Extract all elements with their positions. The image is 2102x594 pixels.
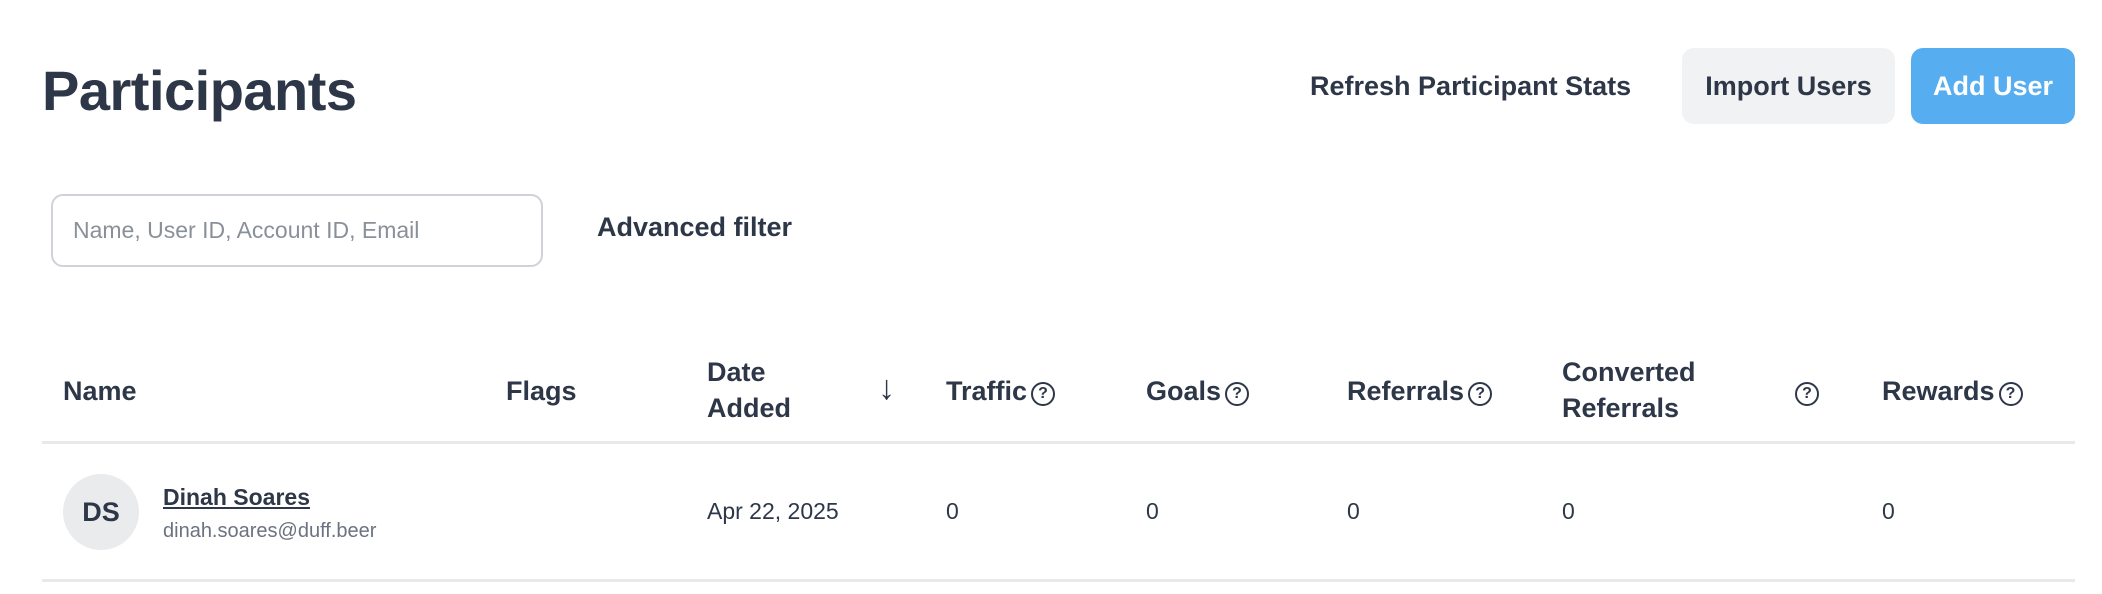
- add-user-button[interactable]: Add User: [1911, 48, 2075, 124]
- help-icon[interactable]: ?: [1795, 382, 1819, 406]
- rewards-label: Rewards: [1882, 376, 1995, 406]
- help-icon[interactable]: ?: [1468, 382, 1493, 406]
- column-header-converted-referrals[interactable]: Converted Referrals: [1562, 354, 1696, 426]
- rewards-cell: 0: [1882, 498, 1895, 524]
- column-header-goals[interactable]: Goals?: [1146, 373, 1250, 409]
- date-added-cell: Apr 22, 2025: [707, 498, 839, 524]
- converted-referrals-cell: 0: [1562, 498, 1575, 524]
- sort-descending-icon[interactable]: ↓: [878, 369, 895, 407]
- help-icon[interactable]: ?: [1031, 382, 1056, 406]
- column-header-referrals[interactable]: Referrals?: [1347, 373, 1493, 409]
- converted-line2: Referrals: [1562, 393, 1680, 423]
- header-divider: [42, 441, 2075, 444]
- page-title: Participants: [42, 59, 357, 122]
- column-header-traffic[interactable]: Traffic?: [946, 373, 1056, 409]
- traffic-label: Traffic: [946, 376, 1028, 406]
- goals-cell: 0: [1146, 498, 1159, 524]
- help-icon[interactable]: ?: [1998, 382, 2023, 406]
- converted-line1: Converted: [1562, 357, 1696, 387]
- help-icon[interactable]: ?: [1225, 382, 1250, 406]
- column-header-rewards[interactable]: Rewards?: [1882, 373, 2023, 409]
- column-header-flags[interactable]: Flags: [506, 376, 577, 406]
- column-header-date-added[interactable]: Date Added: [707, 354, 791, 426]
- advanced-filter-button[interactable]: Advanced filter: [597, 212, 793, 242]
- search-input[interactable]: [51, 194, 543, 267]
- refresh-stats-button[interactable]: Refresh Participant Stats: [1310, 71, 1632, 101]
- row-divider: [42, 579, 2075, 582]
- participant-email: dinah.soares@duff.beer: [163, 520, 377, 542]
- traffic-cell: 0: [946, 498, 959, 524]
- date-added-line1: Date: [707, 357, 766, 387]
- column-header-name[interactable]: Name: [63, 376, 137, 406]
- referrals-label: Referrals: [1347, 376, 1465, 406]
- referrals-cell: 0: [1347, 498, 1360, 524]
- avatar: DS: [63, 474, 139, 550]
- goals-label: Goals: [1146, 376, 1222, 406]
- date-added-line2: Added: [707, 393, 791, 423]
- import-users-button[interactable]: Import Users: [1682, 48, 1895, 124]
- participant-name-link[interactable]: Dinah Soares: [163, 484, 310, 510]
